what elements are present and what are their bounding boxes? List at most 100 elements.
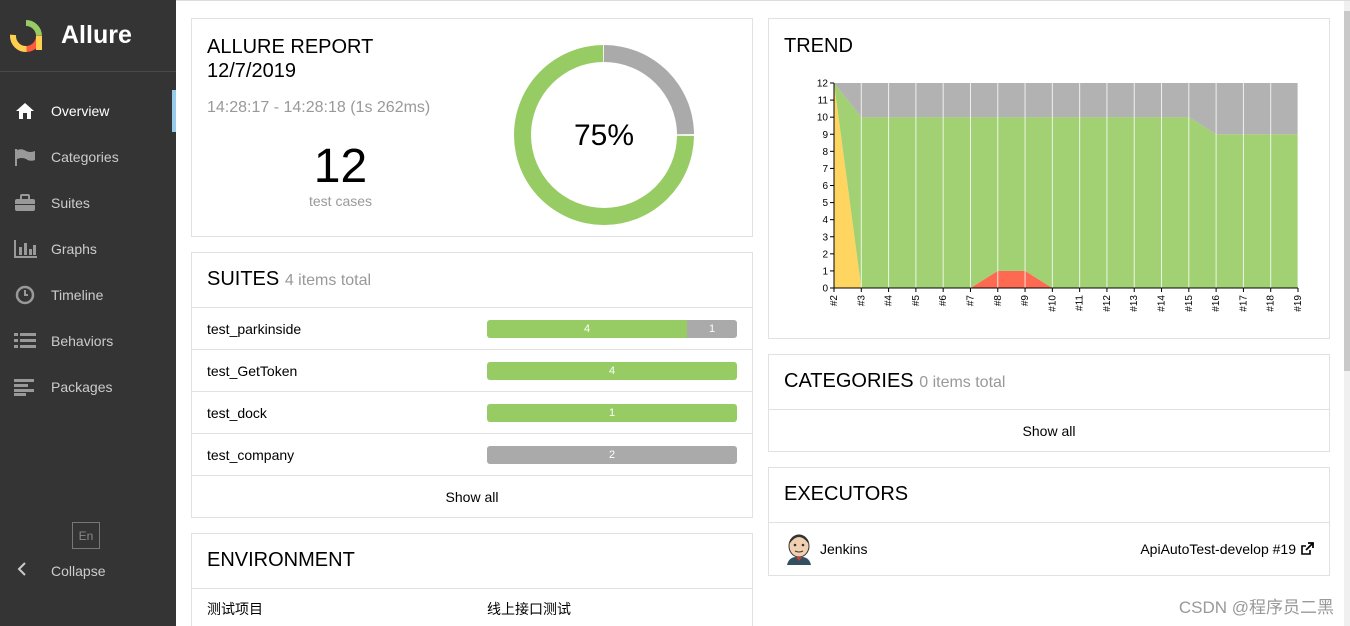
passed-segment[interactable]: 1 [487, 403, 737, 422]
skipped-segment[interactable]: 1 [687, 319, 737, 338]
bar-chart-icon [13, 239, 37, 259]
scrollbar-thumb[interactable] [1344, 11, 1350, 371]
nav-label: Packages [51, 379, 113, 395]
skipped-segment[interactable]: 2 [487, 445, 737, 464]
trend-x-tick-label[interactable]: #13 [1129, 295, 1140, 312]
executors-widget: EXECUTORS Jenkins ApiAutoTest-develop #1… [768, 467, 1330, 576]
trend-x-tick-label[interactable]: #16 [1211, 295, 1222, 312]
nav-item-timeline[interactable]: Timeline [0, 272, 176, 318]
trend-x-tick-label[interactable]: #6 [938, 295, 949, 307]
nav-label: Behaviors [51, 333, 114, 349]
trend-y-tick-label: 1 [822, 266, 828, 277]
categories-show-all-link[interactable]: Show all [1022, 423, 1076, 439]
suite-name: test_dock [207, 404, 267, 421]
executor-build-link[interactable]: ApiAutoTest-develop #19 [1140, 541, 1314, 557]
suite-status-bar: 1 [487, 403, 737, 422]
report-date: 12/7/2019 [207, 60, 296, 82]
watermark: CSDN @程序员二黑 [1178, 598, 1334, 617]
environment-row: 测试项目 线上接口测试 [192, 589, 752, 626]
trend-title: TREND [784, 35, 853, 57]
trend-x-tick-label[interactable]: #7 [965, 295, 976, 307]
categories-widget: CATEGORIES 0 items total Show all [768, 354, 1330, 452]
language-switch[interactable]: En [72, 522, 100, 549]
executor-info: Jenkins [784, 533, 867, 565]
trend-y-tick-label: 0 [822, 284, 828, 295]
trend-y-tick-label: 6 [822, 181, 828, 192]
suites-header: SUITES 4 items total [192, 253, 752, 308]
trend-area-passed[interactable] [834, 83, 1298, 288]
trend-x-tick-label[interactable]: #2 [829, 295, 840, 307]
nav-item-behaviors[interactable]: Behaviors [0, 318, 176, 364]
build-name: ApiAutoTest-develop #19 [1140, 541, 1296, 557]
collapse-button[interactable]: Collapse [17, 562, 105, 579]
jenkins-icon [787, 534, 811, 565]
environment-key: 测试项目 [207, 601, 263, 617]
clock-icon [13, 285, 37, 305]
suite-status-bar: 4 1 [487, 319, 737, 338]
list-icon [13, 331, 37, 351]
nav-item-overview[interactable]: Overview [0, 88, 176, 134]
trend-x-tick-label[interactable]: #4 [884, 295, 895, 307]
trend-x-tick-label[interactable]: #12 [1102, 295, 1113, 312]
suite-row[interactable]: test_GetToken 4 [192, 350, 752, 392]
trend-x-tick-label[interactable]: #18 [1266, 295, 1277, 312]
suites-title-text: SUITES [207, 268, 280, 290]
categories-total: 0 items total [919, 374, 1006, 391]
executors-header: EXECUTORS [769, 468, 1329, 523]
trend-y-tick-label: 8 [822, 147, 828, 158]
page-scrollbar[interactable] [1344, 1, 1350, 626]
trend-y-tick-label: 11 [818, 96, 829, 107]
briefcase-icon [13, 193, 37, 213]
suite-name: test_GetToken [207, 362, 298, 379]
executors-title: EXECUTORS [784, 483, 909, 505]
suite-status-bar: 4 [487, 361, 737, 380]
trend-x-tick-label[interactable]: #14 [1157, 295, 1168, 312]
brand[interactable]: Allure [0, 0, 176, 72]
nav-label: Graphs [51, 241, 97, 257]
suites-show-all-link[interactable]: Show all [445, 489, 499, 505]
suite-row[interactable]: test_parkinside 4 1 [192, 308, 752, 350]
trend-x-tick-label[interactable]: #15 [1184, 295, 1195, 312]
nav-item-suites[interactable]: Suites [0, 180, 176, 226]
donut-skipped-segment[interactable] [604, 45, 694, 135]
categories-title: CATEGORIES 0 items total [784, 370, 1005, 392]
suites-total: 4 items total [284, 272, 372, 289]
home-icon [13, 101, 37, 121]
trend-x-tick-label[interactable]: #9 [1020, 295, 1031, 307]
trend-y-tick-label: 7 [822, 164, 828, 175]
suite-row[interactable]: test_company 2 [192, 434, 752, 476]
app-name: Allure [61, 21, 132, 49]
donut-chart[interactable]: 75% [512, 43, 696, 227]
nav-item-categories[interactable]: Categories [0, 134, 176, 180]
suites-widget: SUITES 4 items total test_parkinside 4 1… [191, 252, 753, 518]
trend-y-tick-label: 10 [817, 113, 829, 124]
trend-x-tick-label[interactable]: #5 [911, 295, 922, 307]
environment-header: ENVIRONMENT [192, 534, 752, 589]
trend-y-tick-label: 9 [822, 130, 828, 141]
categories-title-text: CATEGORIES [784, 370, 914, 392]
align-left-icon [13, 377, 37, 397]
suite-status-bar: 2 [487, 445, 737, 464]
suite-name: test_company [207, 446, 295, 463]
trend-y-tick-label: 3 [822, 232, 828, 243]
passed-segment[interactable]: 4 [487, 319, 687, 338]
flag-icon [13, 147, 37, 167]
trend-x-tick-label[interactable]: #10 [1047, 295, 1058, 312]
trend-x-tick-label[interactable]: #8 [993, 295, 1004, 307]
trend-x-tick-label[interactable]: #19 [1293, 295, 1304, 312]
nav-item-graphs[interactable]: Graphs [0, 226, 176, 272]
allure-logo-icon [10, 19, 42, 52]
trend-x-tick-label[interactable]: #3 [856, 295, 867, 307]
nav-label: Overview [51, 103, 110, 119]
suite-row[interactable]: test_dock 1 [192, 392, 752, 434]
passed-segment[interactable]: 4 [487, 361, 737, 380]
trend-area-skipped[interactable] [834, 83, 1298, 135]
nav-item-packages[interactable]: Packages [0, 364, 176, 410]
nav-label: Suites [51, 195, 90, 211]
trend-x-tick-label[interactable]: #17 [1238, 295, 1249, 312]
suites-title: SUITES 4 items total [207, 268, 371, 290]
chevron-left-icon [17, 562, 31, 579]
suite-name: test_parkinside [207, 320, 302, 337]
trend-x-tick-label[interactable]: #11 [1075, 295, 1086, 311]
